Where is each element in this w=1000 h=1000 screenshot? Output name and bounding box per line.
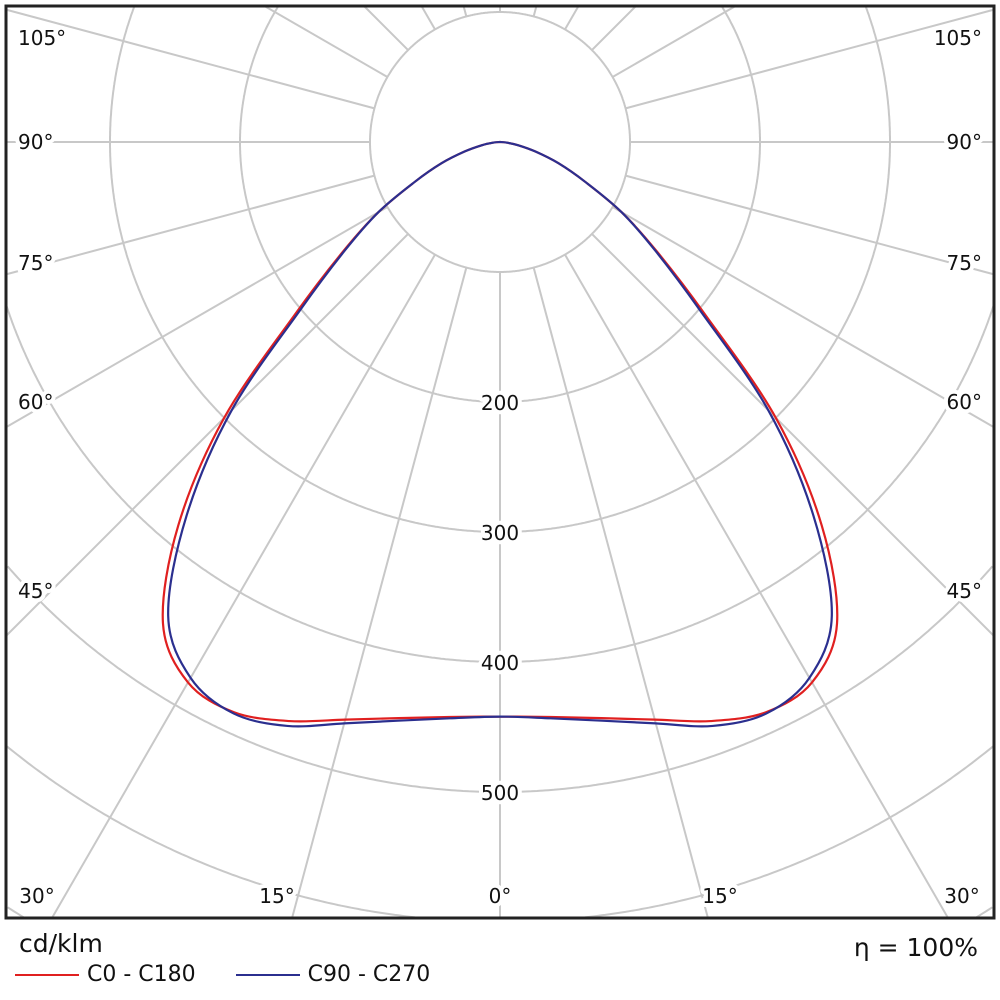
angle-label-bottom: 0° — [489, 884, 512, 908]
legend-swatch-blue — [235, 973, 300, 976]
radial-grid-line — [462, 5, 468, 17]
polar-grid — [5, 5, 995, 919]
angle-label-left: 60° — [18, 390, 53, 414]
radial-grid-line — [291, 267, 468, 919]
radial-grid-line — [5, 206, 388, 429]
radial-grid-line — [5, 8, 375, 110]
legend-swatch-red — [15, 973, 79, 976]
radial-grid-line — [363, 5, 409, 51]
angle-label-right: 75° — [947, 251, 982, 275]
circle-grid-700 — [7, 906, 993, 919]
radial-grid-line — [564, 5, 580, 30]
radial-grid-line — [564, 254, 949, 919]
radial-tick-label: 300 — [481, 521, 519, 545]
circle-grid-400 — [5, 304, 995, 663]
efficiency-label: η = 100% — [853, 933, 978, 962]
legend-label: C0 - C180 — [87, 962, 196, 987]
radial-grid-line — [51, 254, 436, 919]
radial-grid-line — [420, 5, 436, 30]
circle-grid-100 — [369, 11, 631, 273]
angle-label-bottom: 15° — [702, 884, 737, 908]
circle-grid-600 — [5, 745, 995, 919]
radial-grid-line — [263, 5, 388, 78]
unit-label: cd/klm — [19, 929, 103, 958]
legend-item-c90-c270: C90 - C270 — [235, 962, 431, 987]
angle-label-right: 45° — [947, 579, 982, 603]
angle-label-right: 60° — [947, 390, 982, 414]
radial-grid-line — [5, 233, 409, 637]
angle-label-right: 90° — [947, 130, 982, 154]
radial-grid-line — [612, 206, 995, 429]
angle-label-left: 105° — [18, 26, 66, 50]
radial-grid-line — [625, 174, 995, 276]
legend-item-c0-c180: C0 - C180 — [15, 962, 196, 987]
series-curve-1 — [167, 140, 833, 728]
radial-grid-line — [5, 174, 375, 276]
radial-grid-line — [591, 5, 637, 51]
circle-grid-200 — [239, 5, 761, 403]
angle-label-right: 105° — [934, 26, 982, 50]
circle-grid-300 — [109, 6, 891, 533]
polar-chart: 105° 90° 75° 60° 45° 105° 90° 75° 60° 45° 30° 15° 0°… — [4, 4, 996, 920]
radial-grid-line — [532, 5, 538, 17]
intensity-curves — [161, 140, 839, 728]
radial-tick-label: 500 — [481, 781, 519, 805]
legend: C0 - C180 C90 - C270 — [15, 962, 470, 987]
angle-label-left: 75° — [18, 251, 53, 275]
radial-grid-line — [591, 233, 995, 637]
radial-grid-line — [532, 267, 709, 919]
angle-label-bottom: 30° — [944, 884, 979, 908]
angle-label-left: 45° — [18, 579, 53, 603]
radial-tick-label: 200 — [481, 391, 519, 415]
legend-label: C90 - C270 — [307, 962, 431, 987]
plot-frame — [4, 4, 996, 920]
angle-label-bottom: 30° — [19, 884, 54, 908]
axis-labels: 105° 90° 75° 60° 45° 105° 90° 75° 60° 45° 30° 15° 0°… — [14, 22, 986, 912]
circle-grid-500 — [6, 565, 994, 793]
radial-grid-line — [612, 5, 737, 78]
angle-label-left: 90° — [18, 130, 53, 154]
radial-tick-label: 400 — [481, 651, 519, 675]
radial-grid-line — [625, 8, 995, 110]
angle-label-bottom: 15° — [259, 884, 294, 908]
